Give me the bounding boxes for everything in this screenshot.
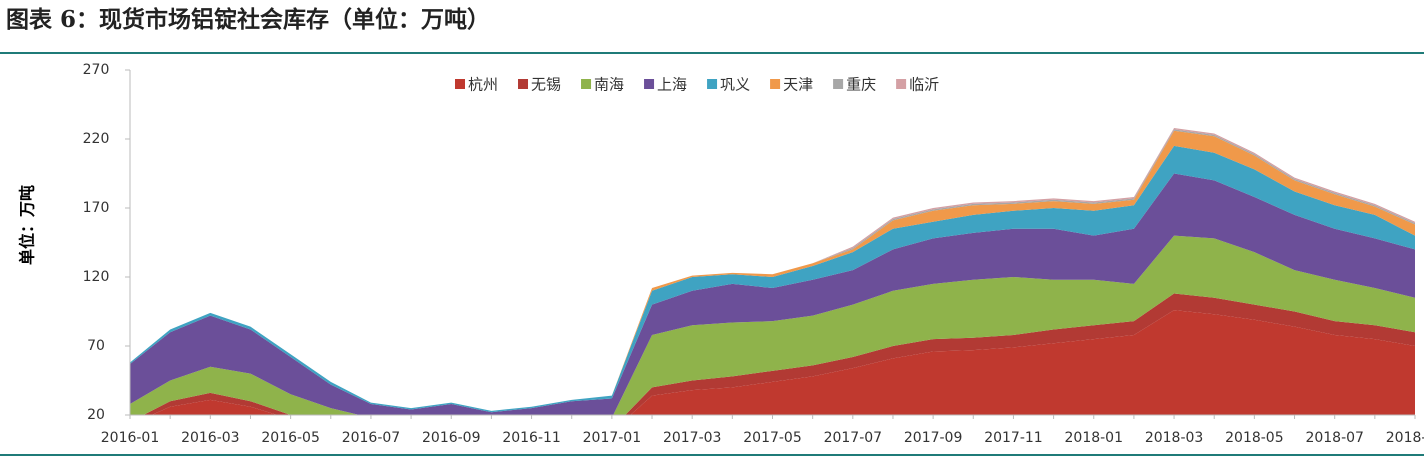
x-tick-label: 2016-01	[101, 430, 160, 446]
legend-swatch	[581, 79, 592, 89]
legend-swatch	[518, 79, 529, 89]
x-tick-label: 2017-09	[904, 430, 963, 446]
x-tick-label: 2017-07	[824, 430, 883, 446]
area	[130, 235, 1415, 415]
x-tick-label: 2018-07	[1305, 430, 1364, 446]
legend-label: 无锡	[531, 76, 561, 94]
legend-swatch	[896, 79, 907, 89]
legend-swatch	[770, 79, 781, 89]
area	[130, 145, 1415, 413]
x-tick-label: 2016-05	[261, 430, 320, 446]
x-tick-label: 2017-05	[743, 430, 802, 446]
area	[130, 173, 1415, 415]
x-tick-label: 2017-11	[984, 430, 1043, 446]
plot-area	[130, 127, 1415, 415]
chart-title: 图表 6：现货市场铝锭社会库存（单位：万吨）	[6, 6, 490, 33]
legend-label: 临沂	[909, 76, 939, 94]
x-tick-label: 2017-01	[583, 430, 642, 446]
x-tick-label: 2017-03	[663, 430, 722, 446]
x-tick-label: 2016-09	[422, 430, 481, 446]
y-tick-label: 220	[83, 131, 110, 147]
y-tick-label: 270	[83, 62, 110, 78]
legend-swatch	[707, 79, 718, 89]
legend-label: 南海	[594, 76, 624, 94]
legend-label: 重庆	[846, 76, 876, 94]
legend-swatch	[455, 79, 465, 89]
x-tick-label: 2018-01	[1065, 430, 1124, 446]
y-axis-label: 单位：万吨	[18, 185, 37, 265]
y-tick-label: 170	[83, 200, 110, 216]
x-tick-label: 2016-11	[502, 430, 561, 446]
legend-swatch	[833, 79, 844, 89]
x-tick-label: 2018-09	[1386, 430, 1424, 446]
y-tick-label: 70	[87, 338, 105, 354]
legend-label: 杭州	[468, 76, 498, 94]
y-tick-label: 20	[87, 407, 105, 423]
y-tick-label: 120	[83, 269, 110, 285]
legend-label: 巩义	[720, 76, 750, 94]
x-tick-label: 2018-03	[1145, 430, 1204, 446]
x-tick-label: 2016-03	[181, 430, 240, 446]
legend-swatch	[644, 79, 655, 89]
x-tick-label: 2016-07	[342, 430, 401, 446]
area	[151, 310, 1415, 415]
x-tick-label: 2018-05	[1225, 430, 1284, 446]
legend-label: 上海	[657, 76, 687, 94]
legend-label: 天津	[783, 76, 813, 94]
